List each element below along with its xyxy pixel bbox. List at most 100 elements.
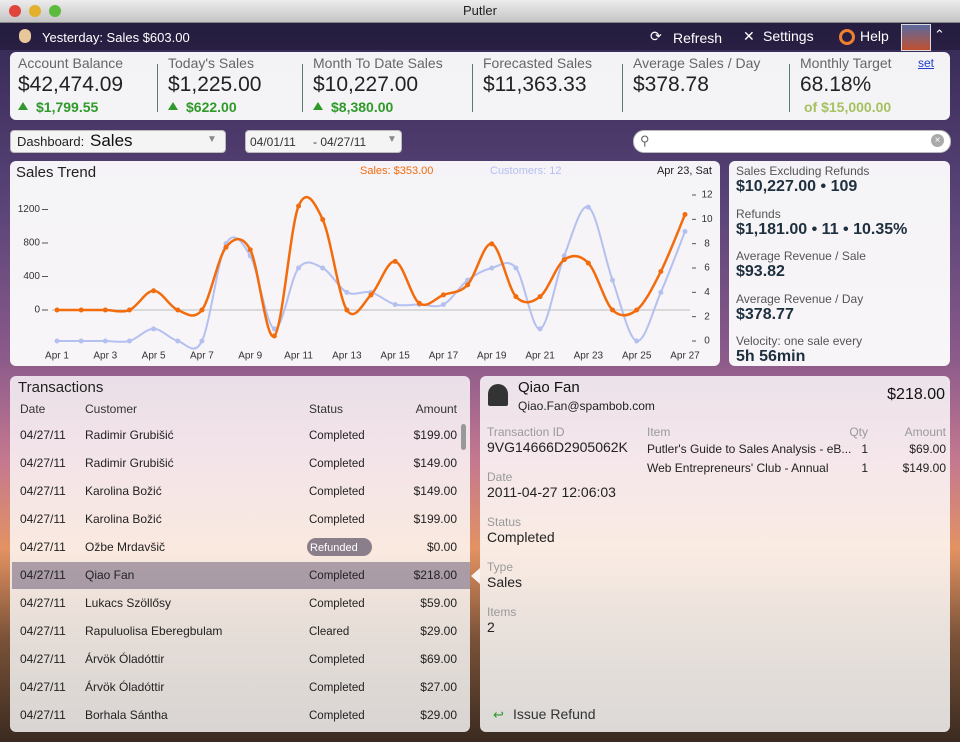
transactions-title: Transactions [18, 379, 104, 396]
refresh-button[interactable]: Refresh [673, 30, 723, 46]
up-arrow [313, 102, 323, 110]
x-tick-label: Apr 7 [190, 351, 214, 362]
stats-panel [729, 161, 950, 366]
kpi-value: $1,225.00 [168, 73, 262, 96]
chart-annotation: Apr 23, Sat [657, 165, 712, 177]
y2-tick-label: 2 [704, 311, 710, 322]
scrollbar[interactable] [461, 424, 466, 450]
selection-pointer [471, 568, 480, 584]
data-point [658, 289, 664, 295]
x-tick-label: Apr 17 [429, 351, 459, 362]
date: 04/27/11 [20, 652, 66, 666]
customer: Radimir Grubišić [85, 456, 174, 470]
settings-button[interactable]: Settings [763, 28, 814, 44]
minimize-button[interactable] [29, 5, 41, 17]
data-point [416, 300, 422, 306]
y2-tick-label: 4 [704, 287, 710, 298]
x-tick-label: Apr 25 [622, 351, 652, 362]
dashboard-label: Dashboard: [17, 134, 85, 149]
separator [157, 64, 158, 112]
date-range[interactable] [245, 130, 402, 153]
data-point [247, 247, 253, 253]
series-line [57, 206, 686, 350]
data-point [271, 333, 277, 339]
status-pill [307, 538, 372, 556]
status: Completed [309, 458, 365, 470]
data-point [513, 294, 519, 300]
data-point [440, 302, 446, 307]
x-tick-label: Apr 9 [238, 351, 262, 362]
kpi-label: Today's Sales [168, 55, 254, 71]
stat-value: $93.82 [736, 263, 785, 280]
settings-icon[interactable]: ✕ [743, 28, 755, 44]
zoom-button[interactable] [49, 5, 61, 17]
amount: $27.00 [420, 680, 457, 694]
x-tick-label: Apr 1 [45, 351, 69, 362]
column-header: Amount [415, 402, 457, 416]
kpi-label: Monthly Target [800, 55, 892, 71]
kpi-panel [10, 52, 950, 120]
customer: Ožbe Mrdavšič [85, 540, 166, 554]
y-tick-label: 800 [23, 238, 40, 249]
data-point [296, 265, 302, 271]
selected-row[interactable] [12, 562, 470, 589]
status: Completed [309, 682, 365, 694]
help-button[interactable]: Help [860, 28, 889, 44]
x-tick-label: Apr 15 [380, 351, 410, 362]
issue-refund-button[interactable]: Issue Refund [513, 706, 596, 722]
status: Refunded [310, 542, 358, 554]
status: Completed [309, 486, 365, 498]
transactions-panel [10, 376, 470, 732]
dashboard-value: Sales [90, 131, 133, 150]
search-box[interactable] [633, 130, 951, 153]
y2-tick-label: 8 [704, 238, 710, 249]
kpi-target: of $15,000.00 [804, 99, 892, 115]
stat-label: Sales Excluding Refunds [736, 164, 870, 178]
data-point [102, 338, 108, 344]
data-point [126, 307, 132, 313]
date: 04/27/11 [20, 484, 66, 498]
date: 04/27/11 [20, 596, 66, 610]
clear-search[interactable]: × [931, 134, 944, 147]
status: Completed [309, 598, 365, 610]
dashboard-select[interactable] [10, 130, 226, 153]
kpi-value: $42,474.09 [18, 73, 124, 96]
x-tick-label: Apr 21 [525, 351, 555, 362]
collapse-icon[interactable]: ⌃ [934, 27, 945, 42]
data-point [537, 326, 543, 332]
data-point [54, 307, 60, 313]
amount: $149.00 [413, 484, 457, 498]
data-point [610, 277, 616, 283]
date: 04/27/11 [20, 680, 66, 694]
data-point [199, 307, 205, 313]
amount: $0.00 [426, 540, 457, 554]
up-arrow [18, 102, 28, 110]
stat-value: $378.77 [736, 305, 794, 323]
field-label: Type [487, 560, 514, 574]
separator [472, 64, 473, 112]
data-point [126, 338, 132, 344]
amount: $29.00 [420, 624, 457, 638]
item-amount: $149.00 [902, 461, 946, 475]
data-point [223, 244, 229, 250]
status: Cleared [309, 626, 350, 638]
column-header: Date [20, 402, 46, 416]
field-label: Date [487, 470, 513, 484]
stat-label: Average Revenue / Sale [736, 249, 866, 263]
avatar[interactable] [901, 24, 931, 51]
set-link[interactable]: set [918, 56, 935, 70]
kpi-change: $622.00 [186, 99, 237, 115]
sales-trend-chart: Sales Trend Apr 23, Sat 0 400 800 1200 0 2 4 6 8… [16, 164, 713, 362]
status: Completed [309, 430, 365, 442]
refresh-icon[interactable]: ⟳ [650, 28, 662, 44]
date: 04/27/11 [20, 512, 66, 526]
up-arrow [168, 102, 178, 110]
detail-panel [480, 376, 950, 732]
close-button[interactable] [9, 5, 21, 17]
data-point [610, 307, 616, 313]
help-icon[interactable] [839, 29, 855, 45]
title-bar: Putler [0, 0, 960, 23]
refund-icon[interactable]: ↩ [493, 707, 504, 722]
data-point [561, 257, 567, 263]
customer-email: Qiao.Fan@spambob.com [518, 399, 655, 413]
